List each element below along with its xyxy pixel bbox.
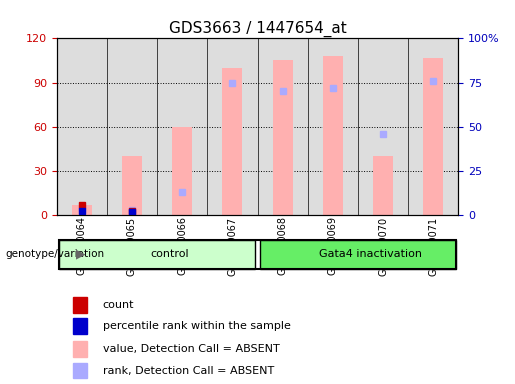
Bar: [172, 127, 192, 215]
Bar: [73, 363, 87, 379]
Bar: [260, 240, 456, 269]
Text: rank, Detection Call = ABSENT: rank, Detection Call = ABSENT: [103, 366, 274, 376]
Text: genotype/variation: genotype/variation: [5, 249, 104, 260]
Text: percentile rank within the sample: percentile rank within the sample: [103, 321, 291, 331]
Bar: [73, 297, 87, 313]
Bar: [373, 156, 393, 215]
Bar: [73, 341, 87, 356]
Title: GDS3663 / 1447654_at: GDS3663 / 1447654_at: [168, 21, 347, 37]
Text: ▶: ▶: [76, 248, 86, 261]
Text: control: control: [150, 249, 189, 259]
Bar: [59, 240, 255, 269]
Text: count: count: [103, 300, 134, 310]
Text: value, Detection Call = ABSENT: value, Detection Call = ABSENT: [103, 344, 280, 354]
Text: Gata4 inactivation: Gata4 inactivation: [319, 249, 422, 259]
Bar: [272, 60, 293, 215]
Bar: [73, 318, 87, 334]
Bar: [122, 156, 142, 215]
Bar: [72, 205, 92, 215]
Bar: [222, 68, 243, 215]
Bar: [423, 58, 443, 215]
Bar: [323, 56, 343, 215]
